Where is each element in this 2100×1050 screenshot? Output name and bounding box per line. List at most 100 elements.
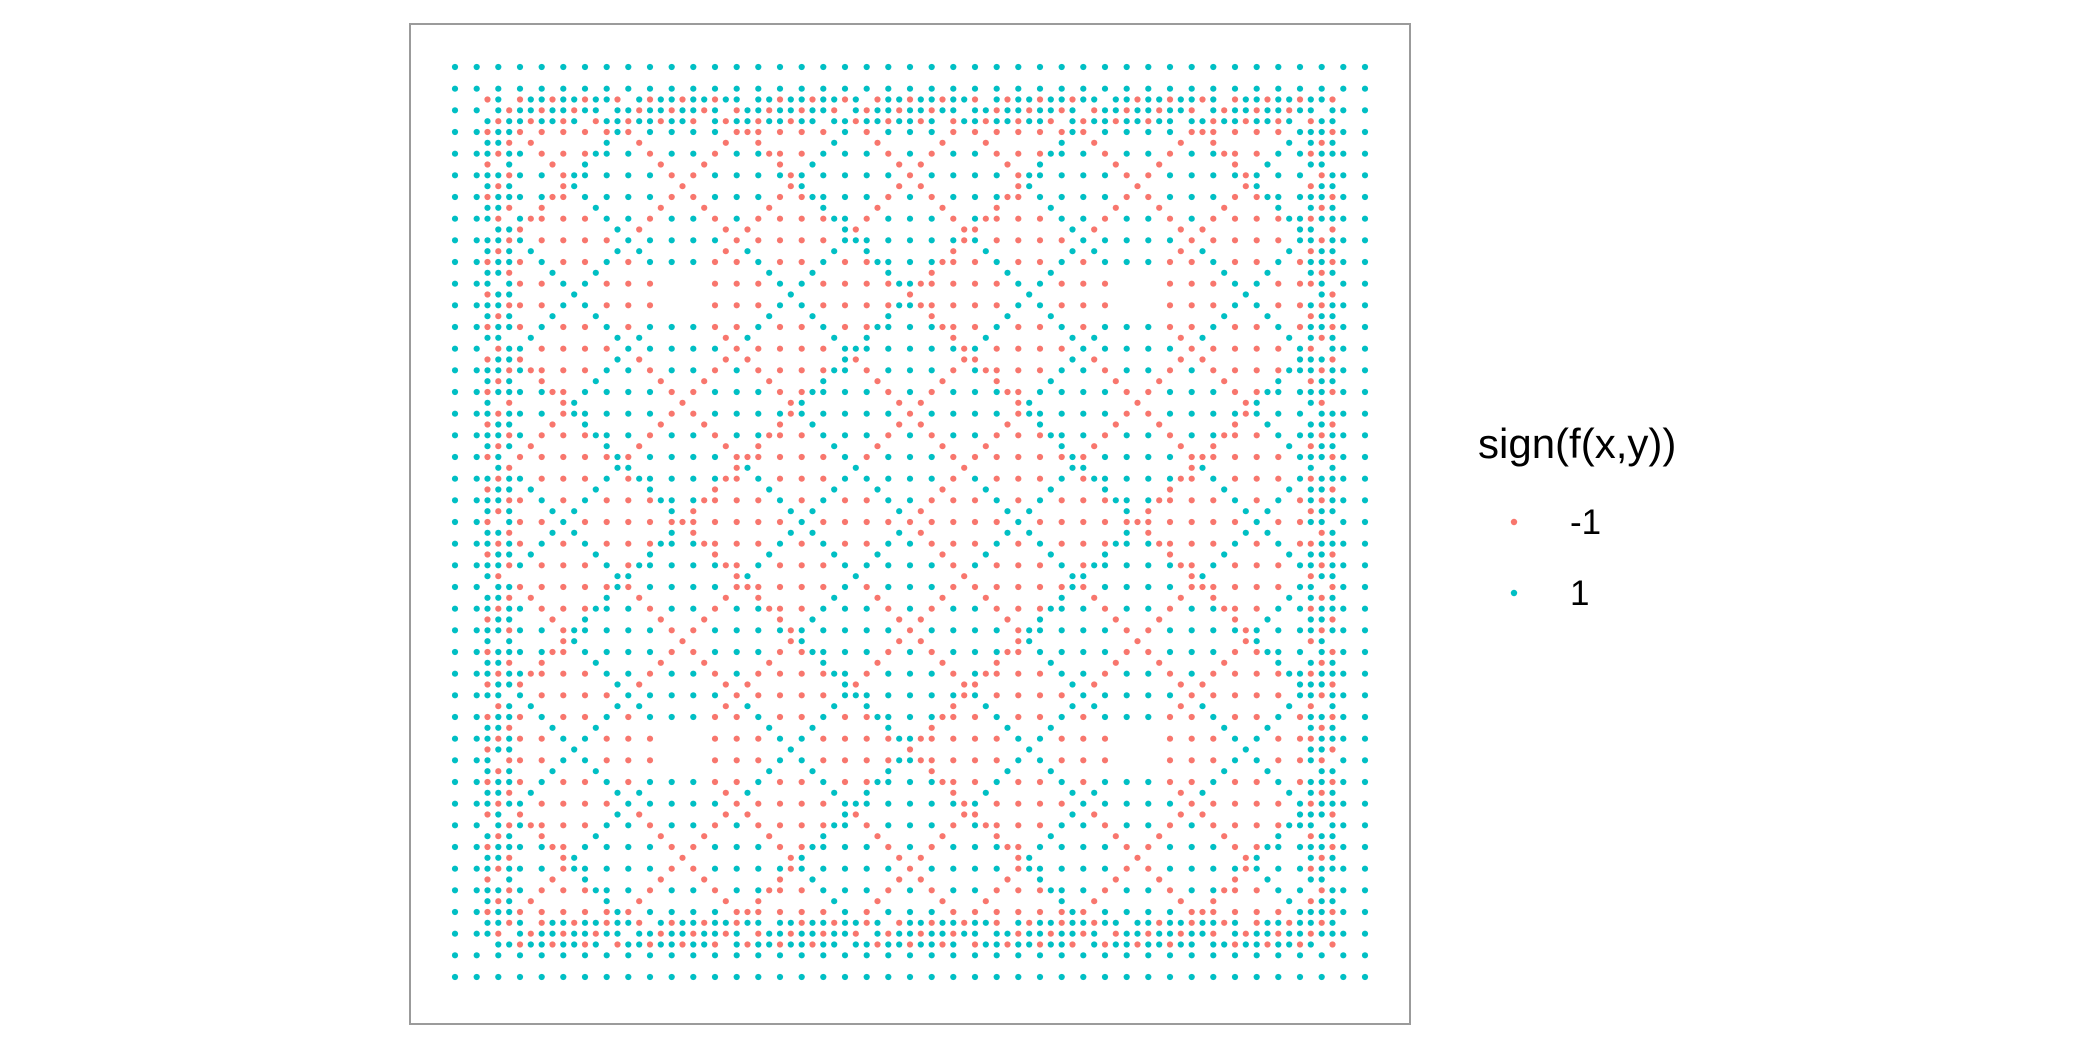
point-neg1 [1036,345,1044,352]
point-neg1 [560,410,567,417]
point-neg1 [1231,345,1239,352]
point-pos1 [1253,627,1260,634]
point-neg1 [1036,583,1044,591]
point-pos1 [451,432,459,439]
point-neg1 [1253,193,1260,201]
point-neg1 [896,107,903,114]
point-pos1 [885,313,892,320]
point-pos1 [657,107,664,114]
point-pos1 [484,313,491,320]
point-neg1 [625,497,632,504]
point-pos1 [831,486,838,493]
point-pos1 [1275,85,1282,92]
point-neg1 [506,172,513,179]
point-pos1 [885,952,892,959]
point-neg1 [603,800,610,807]
point-pos1 [809,313,816,320]
point-neg1 [1307,313,1314,320]
point-pos1 [1296,388,1304,396]
point-pos1 [1188,215,1195,222]
point-pos1 [1156,118,1163,125]
point-pos1 [1188,410,1195,417]
point-pos1 [516,367,524,374]
point-pos1 [1286,334,1293,341]
point-pos1 [690,85,697,92]
point-pos1 [755,258,762,266]
point-pos1 [1036,627,1044,634]
point-neg1 [1275,475,1282,482]
point-neg1 [1188,919,1195,926]
point-pos1 [516,800,524,807]
point-pos1 [625,605,632,612]
point-neg1 [1275,800,1282,807]
point-pos1 [820,323,827,331]
point-neg1 [516,811,524,818]
point-pos1 [506,941,513,948]
point-pos1 [1080,919,1087,926]
point-neg1 [679,638,686,645]
point-pos1 [1264,876,1271,883]
point-pos1 [841,193,849,201]
point-neg1 [495,605,502,612]
point-neg1 [1015,410,1022,417]
point-neg1 [993,367,1000,374]
point-neg1 [766,378,773,385]
point-neg1 [1112,930,1119,937]
point-pos1 [1296,172,1304,179]
point-pos1 [1231,63,1239,71]
point-pos1 [755,887,762,894]
point-pos1 [1123,237,1130,244]
point-neg1 [950,930,957,937]
point-neg1 [1210,128,1217,136]
point-neg1 [506,107,513,114]
point-pos1 [885,713,892,721]
point-pos1 [625,952,632,959]
point-pos1 [495,908,502,916]
point-pos1 [1015,735,1022,742]
point-pos1 [1058,410,1065,417]
point-neg1 [1221,887,1228,894]
point-pos1 [1123,670,1130,677]
point-pos1 [516,822,524,829]
point-pos1 [1080,215,1087,222]
point-pos1 [473,432,480,439]
point-pos1 [1264,269,1271,276]
point-neg1 [581,150,589,157]
point-neg1 [484,551,491,558]
point-neg1 [668,518,675,526]
point-neg1 [1069,941,1076,948]
point-neg1 [776,258,784,266]
point-pos1 [831,941,838,948]
point-neg1 [798,215,805,222]
point-pos1 [690,822,697,829]
point-neg1 [852,681,859,688]
point-pos1 [950,627,957,634]
point-pos1 [906,583,914,591]
point-pos1 [1361,85,1369,92]
point-neg1 [896,183,903,190]
point-pos1 [1210,172,1217,179]
point-neg1 [603,453,610,461]
point-neg1 [798,388,805,396]
point-neg1 [755,540,762,547]
point-pos1 [787,291,794,298]
point-neg1 [820,583,827,591]
point-pos1 [820,833,827,840]
point-pos1 [820,150,827,157]
point-pos1 [581,952,589,959]
point-pos1 [841,908,849,916]
point-neg1 [766,887,773,894]
point-neg1 [506,464,513,471]
point-neg1 [603,280,610,287]
point-pos1 [506,226,513,233]
point-pos1 [1210,605,1217,612]
point-pos1 [1340,193,1347,201]
point-neg1 [950,475,957,482]
point-pos1 [863,193,870,201]
point-neg1 [549,421,556,428]
point-neg1 [733,464,740,471]
point-pos1 [1361,627,1369,634]
point-pos1 [1231,172,1239,179]
point-pos1 [1004,724,1011,731]
point-neg1 [1156,876,1163,883]
